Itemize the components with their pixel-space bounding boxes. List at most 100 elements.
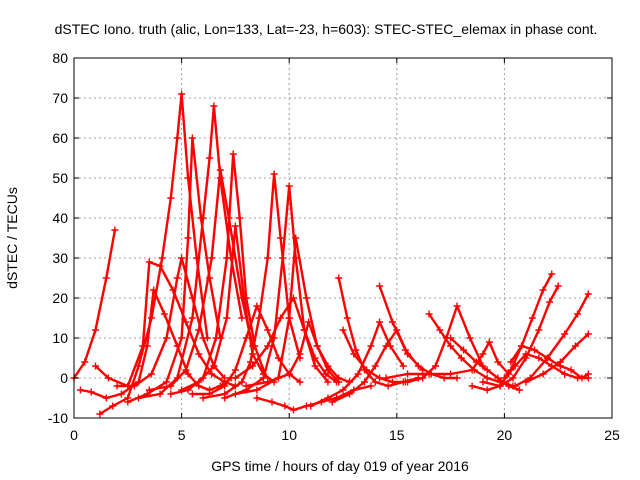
y-tick-label: 20 bbox=[52, 290, 68, 306]
data-point bbox=[376, 374, 384, 382]
y-tick-label: 60 bbox=[52, 130, 68, 146]
data-point bbox=[109, 402, 117, 410]
series-line bbox=[115, 256, 226, 388]
data-point bbox=[528, 314, 536, 322]
data-point bbox=[339, 326, 347, 334]
series-line bbox=[94, 260, 237, 388]
data-point bbox=[584, 370, 592, 378]
x-tick-label: 5 bbox=[178, 427, 186, 443]
data-point bbox=[522, 350, 530, 358]
x-tick-label: 15 bbox=[389, 427, 405, 443]
data-point bbox=[376, 282, 384, 290]
data-point bbox=[543, 354, 551, 362]
data-point bbox=[167, 382, 175, 390]
data-point bbox=[414, 362, 422, 370]
data-point bbox=[145, 386, 153, 394]
data-point bbox=[324, 362, 332, 370]
data-series bbox=[376, 282, 461, 382]
data-point bbox=[311, 362, 319, 370]
data-point bbox=[199, 214, 207, 222]
data-point bbox=[188, 134, 196, 142]
data-point bbox=[92, 326, 100, 334]
data-point bbox=[130, 382, 138, 390]
data-point bbox=[440, 374, 448, 382]
data-point bbox=[343, 314, 351, 322]
chart-title: dSTEC Iono. truth (alic, Lon=133, Lat=-2… bbox=[55, 21, 598, 37]
data-point bbox=[264, 378, 272, 386]
data-point bbox=[285, 314, 293, 322]
data-series bbox=[70, 226, 119, 382]
data-point bbox=[76, 386, 84, 394]
data-series bbox=[242, 318, 353, 390]
data-point bbox=[223, 254, 231, 262]
y-tick-label: -10 bbox=[48, 410, 68, 426]
data-point bbox=[328, 398, 336, 406]
data-point bbox=[382, 374, 390, 382]
data-point bbox=[270, 170, 278, 178]
data-point bbox=[184, 234, 192, 242]
data-point bbox=[277, 314, 285, 322]
series-line bbox=[191, 304, 302, 396]
data-point bbox=[546, 298, 554, 306]
data-point bbox=[163, 378, 171, 386]
data-point bbox=[104, 374, 112, 382]
data-point bbox=[447, 370, 455, 378]
data-point bbox=[285, 182, 293, 190]
x-tick-label: 10 bbox=[281, 427, 297, 443]
data-point bbox=[206, 154, 214, 162]
data-point bbox=[87, 388, 95, 396]
data-point bbox=[535, 354, 543, 362]
data-point bbox=[539, 370, 547, 378]
data-point bbox=[182, 366, 190, 374]
data-point bbox=[384, 382, 392, 390]
data-series bbox=[479, 282, 562, 390]
data-point bbox=[264, 326, 272, 334]
data-point bbox=[367, 342, 375, 350]
data-point bbox=[447, 334, 455, 342]
data-point bbox=[285, 370, 293, 378]
data-point bbox=[111, 226, 119, 234]
data-point bbox=[210, 362, 218, 370]
data-point bbox=[556, 358, 564, 366]
data-point bbox=[367, 382, 375, 390]
x-axis-label: GPS time / hours of day 019 of year 2016 bbox=[211, 458, 469, 474]
data-point bbox=[277, 234, 285, 242]
data-point bbox=[279, 254, 287, 262]
data-point bbox=[158, 254, 166, 262]
data-point bbox=[515, 386, 523, 394]
data-point bbox=[135, 394, 143, 402]
data-point bbox=[178, 90, 186, 98]
y-axis-label: dSTEC / TECUs bbox=[4, 187, 20, 289]
data-point bbox=[147, 314, 155, 322]
data-point bbox=[350, 350, 358, 358]
data-point bbox=[425, 310, 433, 318]
data-point bbox=[376, 318, 384, 326]
data-point bbox=[221, 394, 229, 402]
data-point bbox=[208, 370, 216, 378]
data-point bbox=[259, 374, 267, 382]
data-point bbox=[507, 358, 515, 366]
x-tick-label: 25 bbox=[604, 427, 620, 443]
data-point bbox=[483, 386, 491, 394]
data-point bbox=[274, 354, 282, 362]
series-line bbox=[201, 172, 302, 400]
data-point bbox=[223, 314, 231, 322]
y-tick-label: 40 bbox=[52, 210, 68, 226]
data-point bbox=[425, 370, 433, 378]
data-series bbox=[382, 338, 513, 382]
data-point bbox=[281, 402, 289, 410]
data-point bbox=[404, 378, 412, 386]
y-tick-label: 0 bbox=[60, 370, 68, 386]
data-point bbox=[494, 358, 502, 366]
data-point bbox=[156, 390, 164, 398]
data-point bbox=[195, 378, 203, 386]
data-point bbox=[457, 354, 465, 362]
data-point bbox=[584, 290, 592, 298]
data-point bbox=[242, 382, 250, 390]
plot-frame bbox=[73, 57, 613, 419]
data-point bbox=[290, 406, 298, 414]
data-point bbox=[231, 390, 239, 398]
data-point bbox=[322, 370, 330, 378]
